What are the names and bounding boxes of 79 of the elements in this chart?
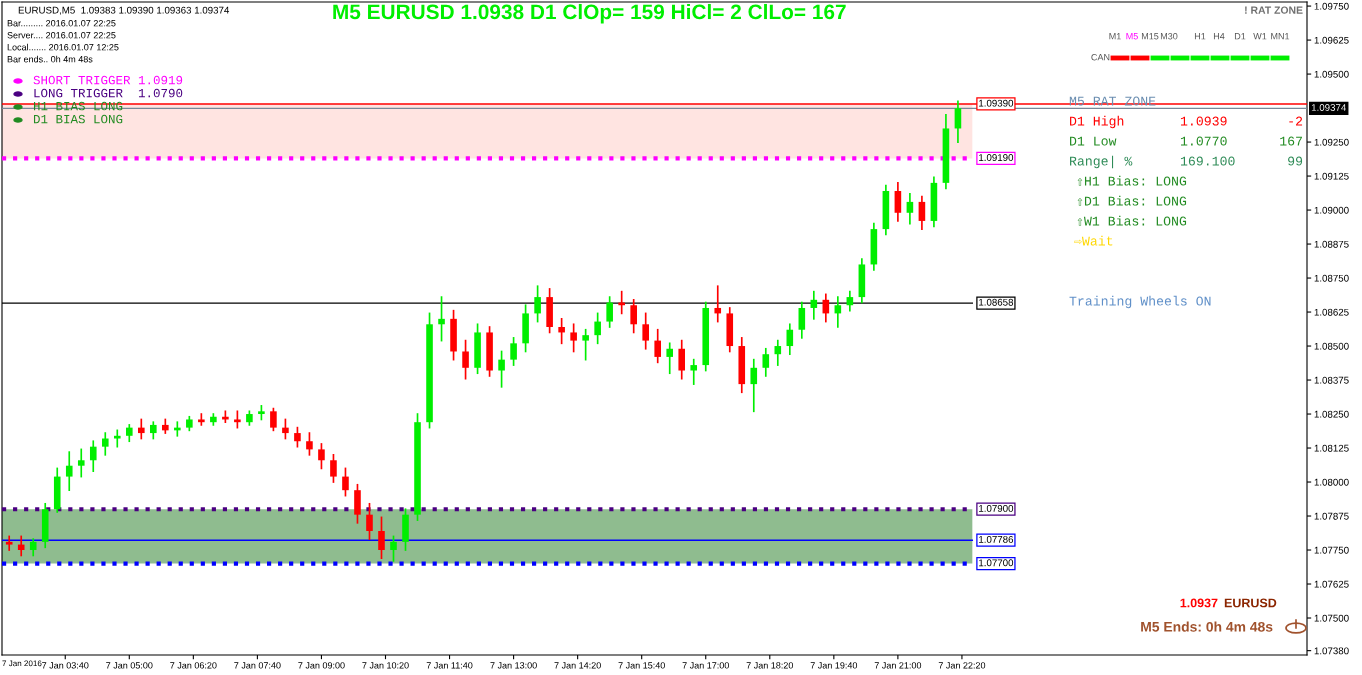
ref-line-label: 1.07900 [979, 504, 1014, 512]
ref-line-label: 1.09390 [979, 99, 1014, 107]
x-tick-label: 7 Jan 22:20 [938, 662, 986, 669]
x-tick-label: 7 Jan 17:00 [682, 662, 729, 669]
annotation: Local....... 2016.01.07 12:25 [7, 43, 119, 51]
y-tick-label: 1.09000 [1314, 206, 1349, 214]
y-tick-label: 1.08500 [1314, 342, 1349, 350]
y-tick-label: 1.09125 [1314, 172, 1349, 180]
x-tick-label: 7 Jan 11:40 [426, 662, 473, 669]
y-tick-label: 1.08125 [1314, 444, 1349, 452]
annotation: ! RAT ZONE [1245, 6, 1303, 14]
x-tick-label: 7 Jan 03:40 [42, 662, 89, 669]
x-tick-label: 7 Jan 19:40 [810, 662, 858, 669]
annotation: D1 High [1070, 115, 1124, 129]
y-tick-label: 1.08375 [1314, 376, 1349, 384]
annotation: H4 [1213, 33, 1225, 40]
annotation: D1 Low [1070, 136, 1117, 146]
annotation: -2 [1289, 116, 1303, 126]
x-tick-label: 7 Jan 15:40 [618, 662, 665, 669]
annotation: D1 BIAS LONG [33, 114, 123, 124]
annotation: 1.0770 [1180, 136, 1227, 146]
y-tick-label: 1.07380 [1314, 647, 1349, 655]
y-tick-label: 1.09625 [1314, 36, 1349, 44]
annotation: M5 [1126, 33, 1138, 40]
annotation: ⇨Wait [1074, 235, 1113, 246]
annotation: D1 [1234, 33, 1246, 40]
annotation: 1.0937 [1180, 598, 1218, 608]
annotation: EURUSD [1224, 598, 1277, 608]
annotation: Server.... 2016.01.07 22:25 [7, 32, 116, 39]
x-tick-label: 7 Jan 09:00 [298, 662, 345, 669]
annotation: Training Wheels ON [1069, 295, 1211, 309]
annotation: 167 [1280, 136, 1302, 146]
annotation: ⇧D1 Bias: LONG [1077, 195, 1187, 206]
y-tick-label: 1.07875 [1314, 512, 1349, 520]
x-tick-label: 7 Jan 13:00 [490, 662, 537, 669]
y-tick-label: 1.07500 [1314, 614, 1349, 622]
annotation: 99 [1288, 156, 1303, 166]
y-tick-label: 1.09500 [1314, 70, 1349, 78]
y-tick-label: 1.08000 [1314, 478, 1349, 486]
annotation: M15 [1141, 33, 1159, 40]
ref-line-label: 1.09190 [979, 154, 1014, 161]
x-tick-label: 7 Jan 18:20 [746, 662, 794, 669]
annotation: Range| % [1070, 155, 1133, 169]
annotation: W1 [1253, 33, 1267, 40]
annotation: EURUSD,M5 1.09383 1.09390 1.09363 1.09374 [18, 6, 230, 15]
annotation: M5 Ends: 0h 4m 48s [1141, 621, 1273, 632]
annotation: SHORT TRIGGER 1.0919 [33, 75, 183, 85]
ref-line-label: 1.08658 [979, 298, 1014, 306]
annotation: 169.100 [1180, 156, 1235, 166]
y-tick-label: 1.09750 [1314, 2, 1349, 10]
x-tick-label: 7 Jan 05:00 [106, 662, 153, 669]
y-tick-label: 1.09250 [1314, 138, 1349, 146]
annotation: M1 [1109, 33, 1121, 40]
y-tick-label: 1.08875 [1314, 240, 1349, 248]
x-tick-label: 7 Jan 10:20 [362, 662, 409, 669]
ref-line-label: 1.07786 [979, 535, 1014, 543]
annotation: 1.0939 [1180, 116, 1227, 126]
annotation: ⇧H1 Bias: LONG [1077, 175, 1187, 186]
annotation: Bar......... 2016.01.07 22:25 [7, 20, 116, 27]
annotation: ⇧W1 Bias: LONG [1077, 215, 1187, 226]
annotation: H1 [1194, 33, 1206, 40]
annotation: M30 [1160, 33, 1178, 40]
annotation: CAN [1091, 54, 1110, 61]
chart-title: M5 EURUSD 1.0938 D1 ClOp= 159 HiCl= 2 ClLo= 167 [333, 3, 846, 24]
y-tick-label: 1.08250 [1314, 410, 1349, 418]
text: 7 Jan 2016 [2, 660, 42, 667]
y-tick-label: 1.08625 [1314, 308, 1349, 316]
x-tick-label: 7 Jan 07:40 [234, 662, 281, 669]
y-tick-label: 1.07625 [1314, 580, 1349, 588]
annotation: LONG TRIGGER 1.0790 [34, 88, 183, 98]
ref-line-label: 1.09374 [1311, 104, 1347, 111]
x-tick-label: 7 Jan 14:20 [554, 662, 601, 669]
annotation: MN1 [1271, 33, 1290, 40]
x-tick-label: 7 Jan 06:20 [170, 662, 217, 669]
y-tick-label: 1.07750 [1314, 546, 1349, 554]
x-tick-label: 7 Jan 21:00 [874, 662, 922, 669]
ref-line-label: 1.07700 [979, 559, 1014, 567]
y-tick-label: 1.08750 [1314, 274, 1349, 282]
annotation: Bar ends.. 0h 4m 48s [7, 55, 93, 63]
